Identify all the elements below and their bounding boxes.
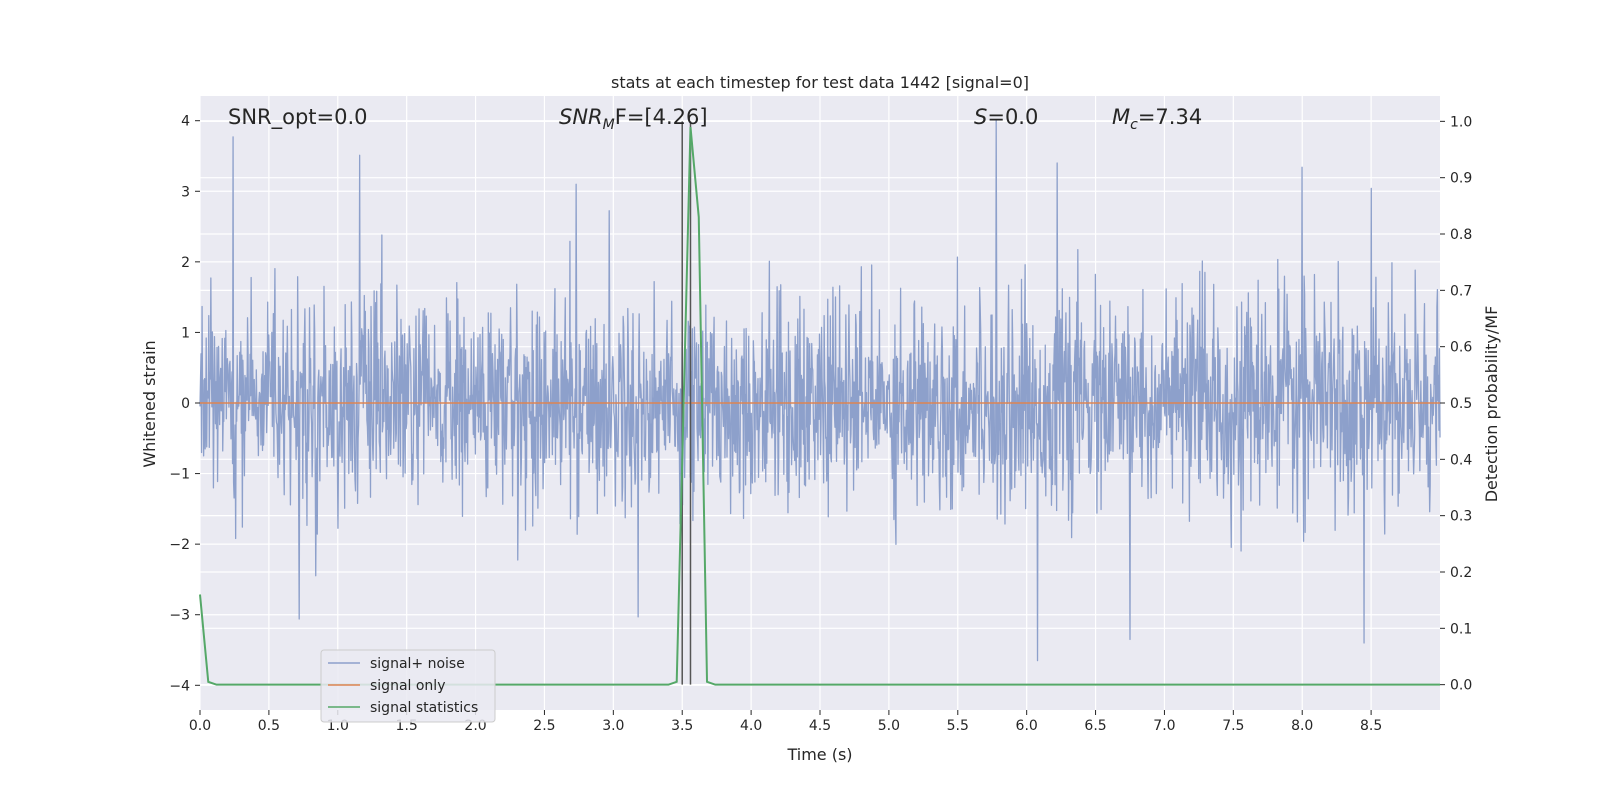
y-left-tick-label: −2 <box>169 537 190 553</box>
y-right-tick-label: 0.5 <box>1450 396 1472 412</box>
y-right-tick-label: 0.9 <box>1450 171 1472 187</box>
y-axis-left: −4 −3 −2 −1 0 1 2 3 4 <box>169 114 200 694</box>
annotation-s-italic: S <box>974 105 987 129</box>
x-tick-label: 6.0 <box>1016 718 1038 734</box>
x-tick-label: 8.5 <box>1360 718 1382 734</box>
legend-label-statistics: signal statistics <box>370 700 478 716</box>
x-tick-label: 4.5 <box>809 718 831 734</box>
x-axis-label: Time (s) <box>786 745 852 764</box>
annotation-s-rest: =0.0 <box>987 105 1038 129</box>
y-right-tick-label: 0.2 <box>1450 565 1472 581</box>
chart-title: stats at each timestep for test data 144… <box>611 73 1029 92</box>
legend-box <box>320 649 496 723</box>
y-right-tick-label: 0.8 <box>1450 227 1472 243</box>
x-tick-label: 7.5 <box>1222 718 1244 734</box>
annotation-snr-mf: SNRMF=[4.26] <box>559 105 708 133</box>
legend: signal+ noise signal only signal statist… <box>320 649 496 723</box>
annotation-snr-opt: SNR_opt=0.0 <box>228 105 368 130</box>
x-tick-label: 3.0 <box>602 718 624 734</box>
y-left-tick-label: 3 <box>181 184 190 200</box>
y-left-tick-label: −1 <box>169 467 190 483</box>
statistics-line <box>199 126 1440 686</box>
annotation-s: S=0.0 <box>974 105 1038 129</box>
annotation-snr-mf-main: SNR <box>559 105 603 129</box>
statistics-series <box>199 126 1440 686</box>
y-left-tick-label: 0 <box>181 396 190 412</box>
x-tick-label: 0.0 <box>189 718 211 734</box>
annotation-snr-mf-rest: F=[4.26] <box>615 105 708 129</box>
noise-series <box>199 120 1441 662</box>
x-axis: 0.0 0.5 1.0 1.5 2.0 2.5 3.0 3.5 4.0 4.5 5.0 5.5 6.0 6… <box>189 710 1382 734</box>
y-left-tick-label: 2 <box>181 255 190 271</box>
x-tick-label: 8.0 <box>1291 718 1313 734</box>
x-tick-label: 5.0 <box>878 718 900 734</box>
x-tick-label: 5.5 <box>947 718 969 734</box>
y-right-tick-label: 0.3 <box>1450 509 1472 525</box>
annotation-snr-mf-sub: M <box>603 117 615 133</box>
y-right-tick-label: 1.0 <box>1450 114 1472 130</box>
y-left-tick-label: 1 <box>181 325 190 341</box>
y-right-tick-label: 0.0 <box>1450 678 1472 694</box>
x-tick-label: 4.0 <box>740 718 762 734</box>
y-right-tick-label: 0.1 <box>1450 621 1472 637</box>
y-left-tick-label: 4 <box>181 114 190 130</box>
y-axis-left-label: Whitened strain <box>140 340 159 467</box>
legend-label-noise: signal+ noise <box>370 656 465 672</box>
y-right-tick-label: 0.7 <box>1450 283 1472 299</box>
x-tick-label: 2.5 <box>533 718 555 734</box>
y-axis-right-label: Detection probability/MF <box>1482 306 1501 503</box>
y-left-tick-label: −3 <box>169 608 190 624</box>
y-left-tick-label: −4 <box>169 678 190 694</box>
annotation-mc-sub: c <box>1130 117 1138 133</box>
x-tick-label: 0.5 <box>258 718 280 734</box>
vertical-lines <box>681 121 692 685</box>
y-right-tick-label: 0.4 <box>1450 452 1472 468</box>
y-right-tick-label: 0.6 <box>1450 340 1472 356</box>
x-tick-label: 3.5 <box>671 718 693 734</box>
x-tick-label: 7.0 <box>1153 718 1175 734</box>
noise-line <box>199 120 1441 662</box>
annotation-mc-main: M <box>1112 105 1130 129</box>
annotation-mc: Mc=7.34 <box>1112 105 1202 133</box>
legend-label-signal: signal only <box>370 678 445 694</box>
x-tick-label: 6.5 <box>1084 718 1106 734</box>
annotation-mc-rest: =7.34 <box>1138 105 1202 129</box>
y-axis-right: 0.0 0.1 0.2 0.3 0.4 0.5 0.6 0.7 0.8 0.9 1.0 <box>1440 114 1472 694</box>
